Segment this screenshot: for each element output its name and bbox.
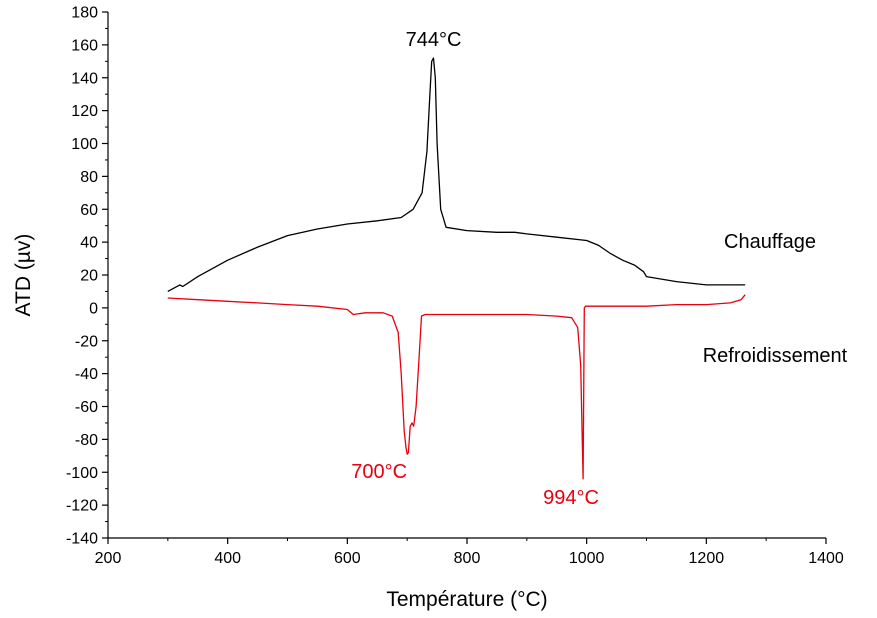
x-tick-label: 1200 — [689, 550, 725, 567]
peak-annotation: 744°C — [406, 29, 462, 51]
y-tick-label: 60 — [80, 202, 98, 219]
y-tick-label: 140 — [71, 70, 98, 87]
x-tick-label: 1400 — [808, 550, 844, 567]
series-label-refroidissement: Refroidissement — [703, 345, 848, 367]
y-tick-label: 80 — [80, 169, 98, 186]
labels: 744°C 700°C 994°C Chauffage Refroidissement — [351, 29, 847, 509]
y-tick-label: 180 — [71, 5, 98, 22]
plot-area — [167, 57, 746, 480]
x-tick-label: 400 — [214, 550, 241, 567]
x-axis-title: Température (°C) — [386, 588, 547, 611]
series-line-chauffage — [167, 57, 746, 292]
y-axis-title: ATD (µv) — [12, 234, 35, 317]
series-line-refroidissement — [167, 294, 746, 480]
peak-annotation: 700°C — [351, 461, 407, 483]
axes: 200 400 600 800 1000 1200 1400-140-120-100-80-… — [66, 5, 844, 568]
peak-annotation: 994°C — [543, 487, 599, 509]
y-tick-label: -100 — [66, 465, 98, 482]
y-tick-label: 160 — [71, 37, 98, 54]
y-tick-label: 120 — [71, 103, 98, 120]
y-tick-label: -60 — [75, 399, 98, 416]
y-tick-label: -80 — [75, 432, 98, 449]
y-tick-label: 0 — [89, 300, 98, 317]
x-tick-label: 1000 — [569, 550, 605, 567]
x-tick-label: 200 — [95, 550, 122, 567]
y-tick-label: -120 — [66, 498, 98, 515]
x-tick-label: 800 — [454, 550, 481, 567]
y-tick-label: 20 — [80, 268, 98, 285]
y-tick-label: -20 — [75, 333, 98, 350]
y-tick-label: -40 — [75, 366, 98, 383]
y-tick-label: 100 — [71, 136, 98, 153]
series-label-chauffage: Chauffage — [724, 231, 816, 253]
y-tick-label: 40 — [80, 235, 98, 252]
x-tick-label: 600 — [334, 550, 361, 567]
y-tick-label: -140 — [66, 531, 98, 548]
